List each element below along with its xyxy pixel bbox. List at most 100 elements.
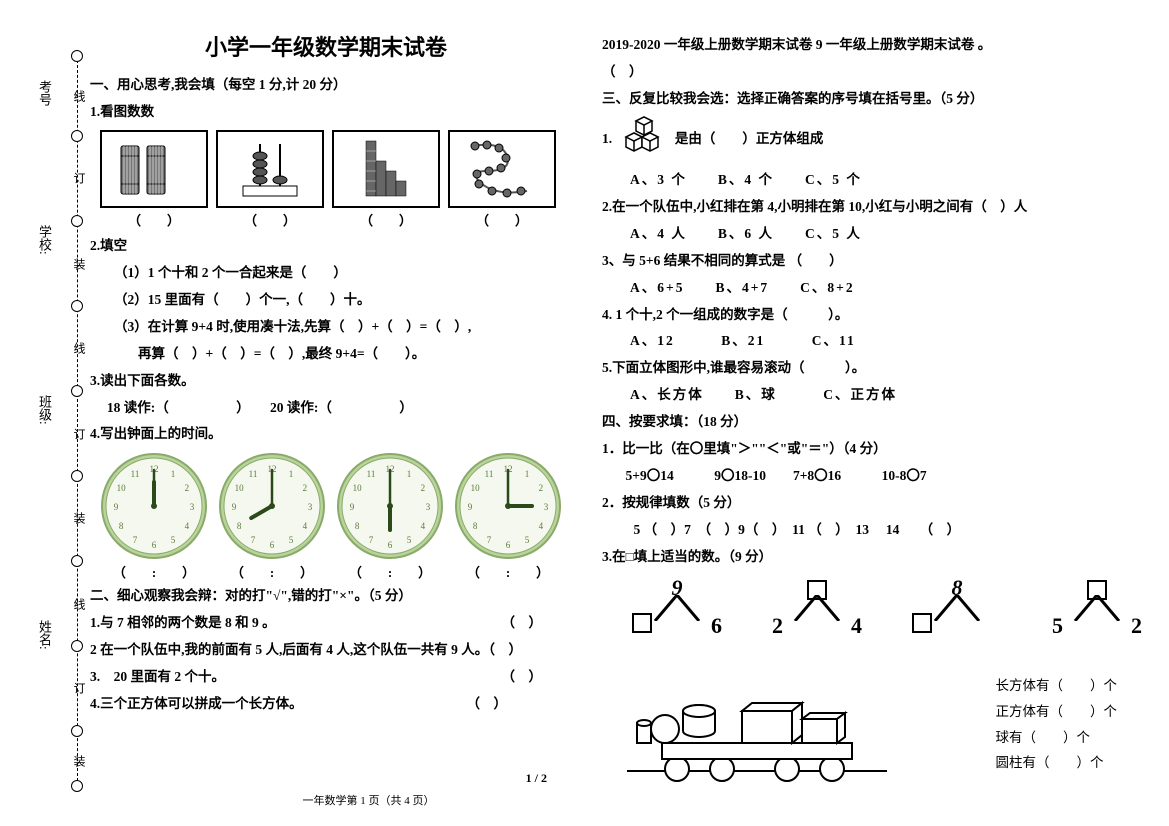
- svg-text:7: 7: [487, 535, 492, 545]
- clock-2: 123456789101112: [218, 452, 326, 560]
- section4-heading: 四、按要求填：（18 分）: [602, 411, 1142, 434]
- svg-text:4: 4: [185, 521, 190, 531]
- svg-text:1: 1: [525, 469, 530, 479]
- tf-text: 1.与 7 相邻的两个数是 8 和 9 。: [90, 615, 276, 630]
- q2-label: 2.填空: [90, 235, 562, 258]
- answer-blank: （ ）: [448, 210, 556, 229]
- number-bond: 9 6: [632, 575, 722, 639]
- tf-item-2: 2 在一个队伍中,我的前面有 5 人,后面有 4 人,这个队伍一共有 9 人。（…: [90, 639, 562, 662]
- count-image-sticks: [100, 130, 208, 208]
- svg-text:9: 9: [232, 502, 237, 512]
- svg-text:11: 11: [131, 469, 140, 479]
- svg-text:5: 5: [407, 535, 412, 545]
- s3-q1-pre: 1.: [602, 131, 612, 146]
- bond-bottom: 6: [632, 613, 722, 639]
- svg-text:3: 3: [308, 502, 313, 512]
- svg-text:3: 3: [190, 502, 195, 512]
- q2-1: （1）1 个十和 2 个一合起来是（ ）: [90, 262, 562, 285]
- bond-box: [912, 613, 932, 633]
- s3-q3: 3、与 5+6 结果不相同的算式是 （ ）: [602, 250, 1142, 273]
- svg-text:10: 10: [353, 483, 363, 493]
- count-image-beads: [448, 130, 556, 208]
- svg-text:8: 8: [473, 521, 478, 531]
- bond-right: 2: [1131, 613, 1142, 639]
- tf-item-3: 3. 20 里面有 2 个十。 （ ）: [90, 666, 562, 689]
- shapes-cart-icon: [627, 681, 887, 786]
- svg-text:5: 5: [171, 535, 176, 545]
- answer-blank: （ ）: [216, 210, 324, 229]
- number-bond: 5 2: [1052, 575, 1142, 639]
- svg-text:11: 11: [367, 469, 376, 479]
- svg-text:6: 6: [506, 540, 511, 550]
- svg-text:8: 8: [237, 521, 242, 531]
- s4-q1-row: 5+9〇14 9〇18-10 7+8〇16 10-8〇7: [602, 465, 1142, 488]
- clock-3: 123456789101112: [336, 452, 444, 560]
- clock-answer: （ : ）: [454, 562, 562, 581]
- s4-q2: 2．按规律填数（5 分）: [602, 492, 1142, 515]
- svg-text:10: 10: [471, 483, 481, 493]
- svg-text:1: 1: [171, 469, 176, 479]
- number-bond: 2 4: [772, 575, 862, 639]
- tf-paren: （ ）: [502, 612, 543, 635]
- svg-text:7: 7: [133, 535, 138, 545]
- answer-blank: （ ）: [332, 210, 440, 229]
- count-image-abacus: [216, 130, 324, 208]
- count-answers-row: （ ） （ ） （ ） （ ）: [100, 210, 562, 229]
- clock-answer: （ : ）: [218, 562, 326, 581]
- bond-bottom: 5 2: [1052, 613, 1142, 639]
- s3-q1: 1. 是由（ ）正方体组成: [602, 115, 1142, 165]
- clock-answers-row: （ : ） （ : ） （ : ） （ : ）: [100, 562, 562, 581]
- tf-paren: （ ）: [502, 666, 543, 689]
- svg-text:3: 3: [426, 502, 431, 512]
- bond-right: 4: [851, 613, 862, 639]
- bond-bottom: 2 4: [772, 613, 862, 639]
- number-bond: 8: [912, 575, 1002, 639]
- bond-right: [997, 613, 1003, 639]
- s3-q5: 5.下面立体图形中,谁最容易滚动（ ）。: [602, 357, 1142, 380]
- s3-q2: 2.在一个队伍中,小红排在第 4,小明排在第 10,小红与小明之间有（ ）人: [602, 196, 1142, 219]
- svg-text:2: 2: [185, 483, 190, 493]
- bond-bottom: [912, 613, 1002, 639]
- shape-count-list: 长方体有（ ）个 正方体有（ ）个 球有（ ）个 圆柱有（ ）个: [996, 673, 1118, 776]
- section3-heading: 三、反复比较我会选：选择正确答案的序号填在括号里。（5 分）: [602, 88, 1142, 111]
- shape-count-item: 球有（ ）个: [996, 725, 1118, 751]
- section2-heading: 二、细心观察我会辩：对的打"√",错的打"×"。（5 分）: [90, 585, 562, 608]
- count-images-row: [100, 130, 562, 208]
- clocks-row: 123456789101112 123456789101112 12345678…: [100, 452, 562, 560]
- page-indicator: 1 / 2: [526, 771, 547, 786]
- shape-count-item: 长方体有（ ）个: [996, 673, 1118, 699]
- svg-text:7: 7: [369, 535, 374, 545]
- svg-text:9: 9: [114, 502, 119, 512]
- s3-q4: 4. 1 个十,2 个一组成的数字是（ ）。: [602, 304, 1142, 327]
- cubes-icon: [616, 115, 672, 165]
- tf-text: 3. 20 里面有 2 个十。: [90, 669, 225, 684]
- header-right: 2019-2020 一年级上册数学期末试卷 9 一年级上册数学期末试卷 。: [602, 34, 1142, 57]
- page-footer: 一年数学第 1 页（共 4 页）: [90, 792, 647, 808]
- s4-q3: 3.在□填上适当的数。（9 分）: [602, 546, 1142, 569]
- count-image-blocks: [332, 130, 440, 208]
- s3-q1-choices: A、3 个 B、4 个 C、5 个: [602, 169, 1142, 192]
- shape-count-item: 圆柱有（ ）个: [996, 750, 1118, 776]
- s4-q2-row: 5 （ ）7 （ ）9（ ） 11 （ ） 13 14 （ ）: [602, 519, 1142, 542]
- tf-item-4: 4.三个正方体可以拼成一个长方体。 （ ）: [90, 693, 562, 716]
- q2-3b: 再算（ ）+（ ）=（ ）,最终 9+4=（ ）。: [90, 343, 562, 366]
- svg-text:3: 3: [544, 502, 549, 512]
- tf-item-1: 1.与 7 相邻的两个数是 8 和 9 。 （ ）: [90, 612, 562, 635]
- svg-text:4: 4: [539, 521, 544, 531]
- q2-2: （2）15 里面有（ ）个一,（ ）十。: [90, 289, 562, 312]
- s3-q4-choices: A、12 B、21 C、11: [602, 330, 1142, 353]
- bond-right: 6: [711, 613, 722, 639]
- svg-text:11: 11: [249, 469, 258, 479]
- s4-q1: 1．比一比（在〇里填"＞""＜"或"＝"）（4 分）: [602, 438, 1142, 461]
- svg-text:10: 10: [117, 483, 127, 493]
- s3-q3-choices: A、6+5 B、4+7 C、8+2: [602, 277, 1142, 300]
- svg-text:2: 2: [539, 483, 544, 493]
- svg-text:9: 9: [468, 502, 473, 512]
- bond-left: 5: [1052, 613, 1063, 639]
- q4-label: 4.写出钟面上的时间。: [90, 423, 562, 446]
- answer-blank: （ ）: [100, 210, 208, 229]
- q3-label: 3.读出下面各数。: [90, 370, 562, 393]
- svg-text:11: 11: [485, 469, 494, 479]
- right-column: 2019-2020 一年级上册数学期末试卷 9 一年级上册数学期末试卷 。 （ …: [587, 30, 1157, 816]
- tf-text: 4.三个正方体可以拼成一个长方体。: [90, 696, 303, 711]
